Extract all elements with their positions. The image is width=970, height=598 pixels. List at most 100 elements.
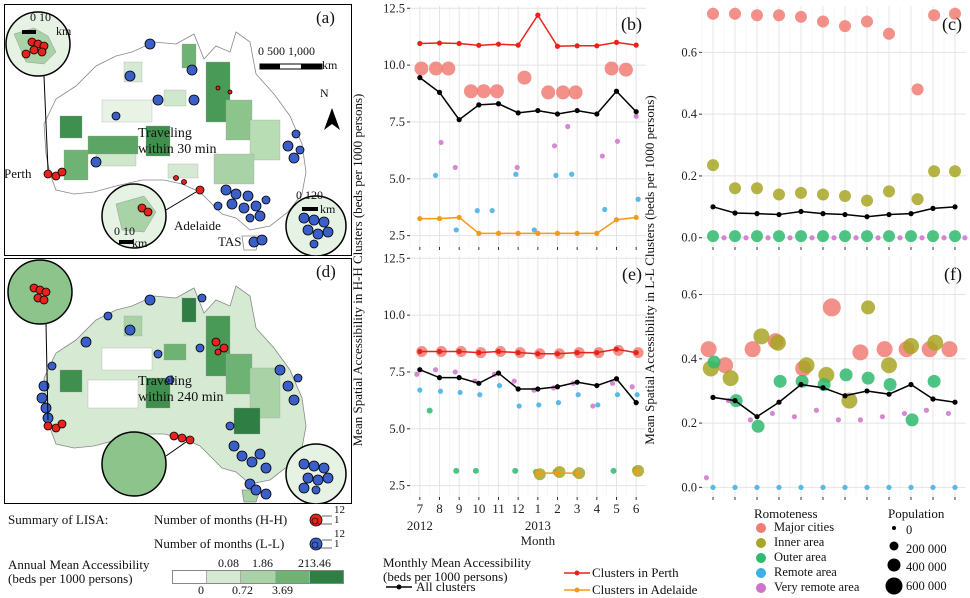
ll-cluster-points-d (36, 293, 303, 500)
scatter-point (426, 407, 433, 414)
scatter-point (773, 188, 785, 201)
scatter-point (952, 484, 958, 490)
remoteness-dot (756, 567, 766, 578)
scatter-point (795, 10, 807, 23)
scatter-point (835, 417, 842, 423)
x-tick-label: 10 (472, 501, 485, 516)
series-all-clusters-point (952, 204, 958, 210)
series-all-clusters-point (417, 75, 423, 81)
y-tick-label: 0.4 (681, 352, 697, 366)
accessibility-colorbar (172, 570, 344, 584)
scatter-point (717, 357, 734, 374)
y-tick-label: 12.5 (383, 1, 405, 15)
scatter-point (604, 61, 619, 76)
scatter-point (575, 392, 581, 398)
scatter-point (842, 484, 848, 490)
legend-perth-clusters: Clusters in Perth (592, 565, 679, 580)
scatter-point (820, 484, 826, 490)
series-clusters-in-perth-point (535, 351, 541, 357)
lisa-title: Summary of LISA: (8, 512, 109, 527)
scatter-point (857, 417, 864, 423)
y-tick-label: 2.5 (389, 229, 405, 243)
scatter-point (700, 341, 717, 358)
scatter-point (769, 410, 776, 417)
colorbar-class-2 (240, 571, 275, 583)
scatter-point (911, 193, 924, 206)
y-tick-label: 10.0 (383, 58, 405, 72)
series-all-clusters-point (710, 394, 716, 400)
scatter-point (795, 230, 807, 243)
map-panel-d (4, 258, 352, 504)
series-clusters-in-adelaide-line (419, 216, 637, 235)
scatter-point (751, 419, 765, 433)
scatter-point (541, 85, 556, 100)
scatter-point (883, 378, 897, 392)
x-tick-label: 6 (633, 501, 640, 516)
series-all-clusters-point (908, 381, 914, 388)
ll-size-max: 12 (334, 528, 345, 540)
x-tick-label: 2 (554, 501, 561, 516)
series-clusters-in-perth-point (476, 42, 482, 48)
scatter-point (897, 235, 903, 241)
scatter-point (787, 235, 793, 241)
panel-label: (e) (622, 264, 642, 285)
x-tick-label: 12 (512, 501, 525, 516)
scatter-point (883, 27, 895, 40)
series-all-clusters-point (754, 211, 760, 217)
break-bottom-2: 0.72 (232, 583, 253, 597)
series-all-clusters-point (930, 205, 936, 211)
series-all-clusters-point (476, 102, 482, 108)
series-clusters-in-perth-point (613, 346, 620, 352)
remoteness-label: Outer area (774, 550, 827, 564)
scatter-point (798, 357, 815, 374)
scatter-point (744, 341, 761, 358)
ll-legend-label: Number of months (L-L) (154, 536, 285, 551)
scatter-point (908, 484, 914, 490)
scatter-point (441, 61, 456, 76)
scatter-point (452, 164, 458, 171)
travel-text-d: Traveling within 240 min (138, 374, 224, 406)
y-axis-title-ll: Mean Spatial Accessibility in L-L Cluste… (642, 95, 657, 445)
scatter-point (569, 171, 575, 177)
scale-unit-big: km (322, 58, 338, 72)
series-all-clusters-point (886, 211, 892, 218)
scatter-point (923, 407, 930, 413)
series-clusters-in-perth-point (417, 40, 423, 47)
scatter-point (905, 230, 917, 243)
x-tick-label: 4 (594, 501, 601, 516)
break-bottom-3: 3.69 (272, 583, 293, 597)
scatter-point (417, 387, 423, 393)
remoteness-item: Major cities (754, 520, 859, 535)
series-all-clusters-point (864, 388, 870, 394)
series-clusters-in-adelaide-point (554, 230, 561, 236)
accessibility-title-line2: (beds per 1000 persons) (8, 571, 133, 586)
scatter-point (927, 334, 944, 351)
y-tick-label: 0.0 (681, 480, 697, 494)
scatter-point (453, 467, 460, 474)
accessibility-title-line1: Annual Mean Accessibility (8, 557, 150, 572)
tas-inset-d (285, 443, 347, 504)
x-tick-label: 11 (492, 501, 505, 516)
scatter-point (513, 171, 519, 177)
scatter-point (861, 15, 873, 28)
y-tick-label: 0.2 (681, 169, 697, 183)
series-all-clusters-point (710, 204, 716, 210)
scatter-point (614, 392, 621, 398)
series-all-clusters-point (633, 400, 639, 406)
y-tick-label: 0.4 (681, 107, 697, 121)
scatter-point (949, 165, 961, 178)
series-clusters-in-adelaide-point (535, 470, 541, 476)
scatter-point (743, 235, 749, 241)
scatter-point (629, 384, 635, 390)
scatter-point (618, 62, 633, 77)
scatter-point (514, 164, 520, 171)
scatter-point (414, 371, 420, 377)
remoteness-dot (756, 522, 766, 533)
y-tick-label: 7.5 (389, 365, 405, 379)
remoteness-dot (756, 582, 766, 593)
series-all-clusters-point (535, 107, 541, 114)
y-tick-label: 0.0 (681, 231, 697, 245)
series-all-clusters-point (754, 414, 760, 420)
scatter-point (414, 61, 429, 76)
scatter-point (901, 410, 908, 417)
